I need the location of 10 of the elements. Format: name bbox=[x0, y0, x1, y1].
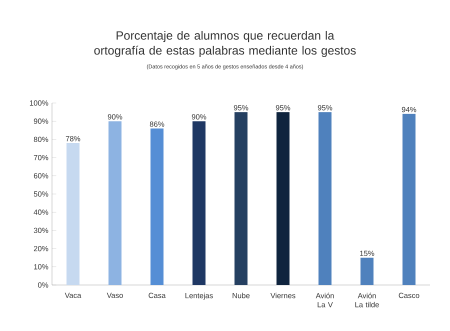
bar bbox=[234, 112, 248, 285]
chart-title: Porcentaje de alumnos que recuerdan la ortografía de estas palabras mediante los gestos bbox=[94, 30, 356, 58]
bar bbox=[402, 114, 416, 285]
bar bbox=[66, 143, 80, 285]
bar bbox=[276, 112, 290, 285]
bar bbox=[108, 121, 122, 285]
bar bbox=[360, 258, 374, 285]
bar bbox=[318, 112, 332, 285]
bar bbox=[150, 128, 164, 285]
bar bbox=[192, 121, 206, 285]
